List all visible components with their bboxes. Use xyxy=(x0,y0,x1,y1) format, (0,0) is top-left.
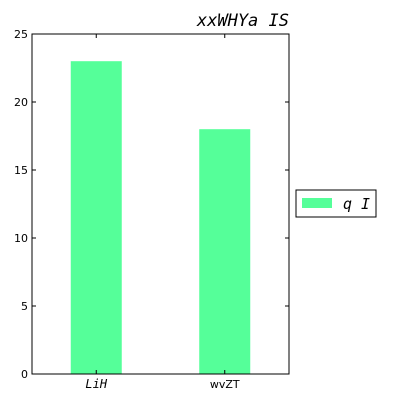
y-tick-label: 0 xyxy=(21,368,28,381)
bar-wvZT xyxy=(199,129,251,374)
plot-area: LiH wvZT 0 5 10 15 20 25 xyxy=(14,28,290,391)
bar-LiH xyxy=(70,61,122,374)
y-tick-label: 5 xyxy=(21,300,28,313)
y-tick-label: 10 xyxy=(14,232,28,245)
y-tick-label: 15 xyxy=(14,164,28,177)
x-tick-label: LiH xyxy=(85,377,107,391)
x-tick-label: wvZT xyxy=(210,378,240,391)
y-tick-label: 20 xyxy=(14,96,28,109)
plot-frame xyxy=(31,33,290,375)
chart-title: xxWHYa IS xyxy=(196,11,289,31)
y-tick-label: 25 xyxy=(14,28,28,41)
legend: q I xyxy=(295,189,377,218)
legend-swatch xyxy=(302,198,332,208)
legend-label: q I xyxy=(343,195,370,213)
